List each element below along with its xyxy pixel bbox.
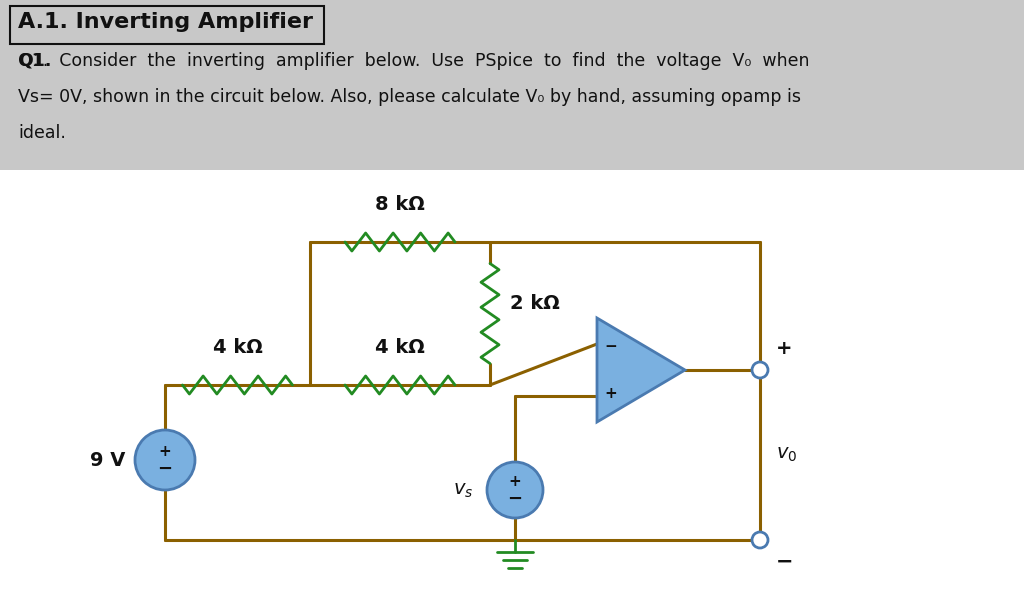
Text: +: + — [159, 445, 171, 459]
Text: +: + — [509, 475, 521, 489]
Text: Q1.  Consider  the  inverting  amplifier  below.  Use  PSpice  to  find  the  vo: Q1. Consider the inverting amplifier bel… — [18, 52, 810, 70]
Text: +: + — [776, 339, 793, 357]
Circle shape — [752, 362, 768, 378]
Circle shape — [487, 462, 543, 518]
Text: 2 kΩ: 2 kΩ — [510, 294, 560, 313]
Polygon shape — [597, 318, 685, 422]
Circle shape — [135, 430, 195, 490]
Text: ideal.: ideal. — [18, 124, 66, 142]
Text: 4 kΩ: 4 kΩ — [375, 338, 425, 357]
Circle shape — [752, 532, 768, 548]
Text: −: − — [158, 460, 173, 478]
Text: −: − — [776, 552, 794, 572]
Text: 8 kΩ: 8 kΩ — [375, 195, 425, 214]
Text: Vs= 0V, shown in the circuit below. Also, please calculate V₀ by hand, assuming : Vs= 0V, shown in the circuit below. Also… — [18, 88, 801, 106]
Text: −: − — [604, 339, 617, 354]
Text: $v_0$: $v_0$ — [776, 445, 798, 464]
Text: Q1.: Q1. — [18, 52, 51, 70]
Text: +: + — [604, 386, 617, 401]
Text: $v_s$: $v_s$ — [453, 481, 473, 500]
Text: A.1. Inverting Amplifier: A.1. Inverting Amplifier — [18, 12, 313, 32]
Bar — [0, 0, 1024, 170]
Text: 4 kΩ: 4 kΩ — [213, 338, 262, 357]
Text: −: − — [508, 490, 522, 508]
Text: 9 V: 9 V — [90, 451, 125, 470]
